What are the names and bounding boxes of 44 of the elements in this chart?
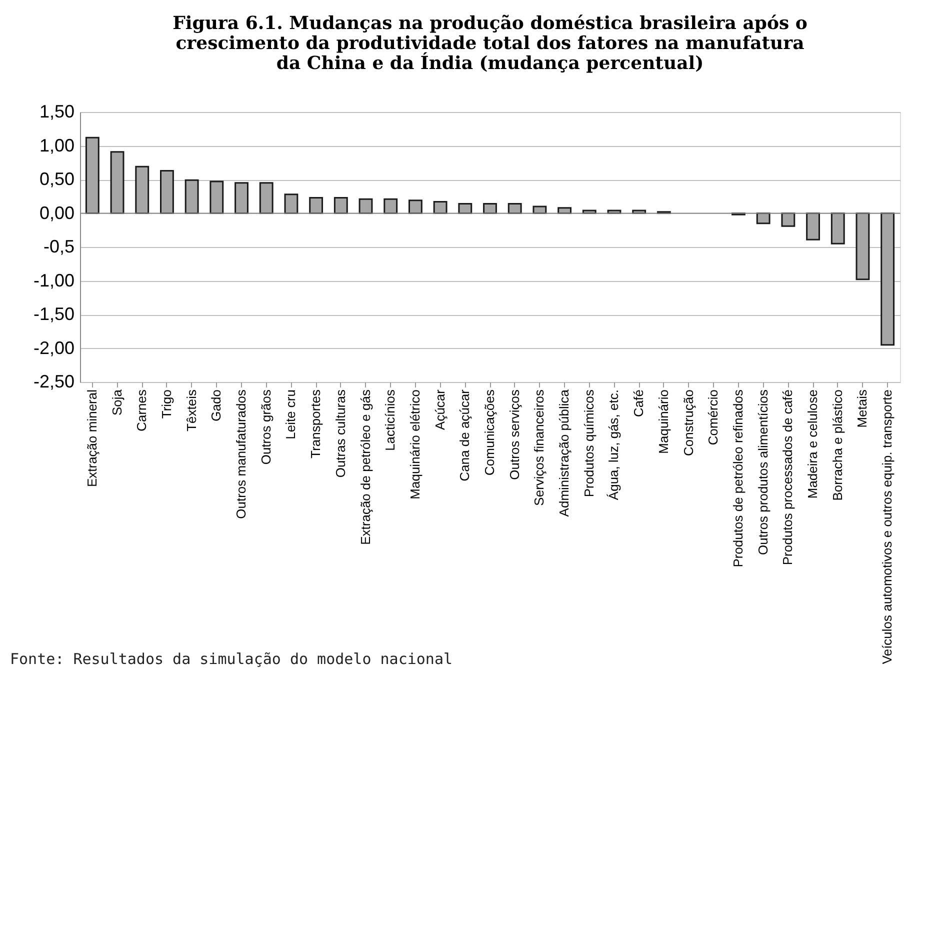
x-tick-label: Metais (854, 389, 870, 428)
x-tick-label: Outros produtos alimentícios (755, 389, 770, 555)
y-tick-label: 1,00 (39, 135, 74, 156)
x-tick-label: Gado (208, 390, 224, 422)
x-tick-label: Outros manufaturados (234, 389, 249, 519)
x-tick-label: Borracha e plástico (830, 390, 845, 501)
x-tick-label: Administração pública (556, 388, 572, 517)
y-tick-label: -0,5 (43, 236, 74, 256)
x-tick-label: Água, luz, gás, etc. (606, 390, 622, 500)
x-tick-label: Têxteis (184, 389, 199, 432)
x-tick-label: Lacticínios (382, 389, 398, 451)
x-tick-label: Carnes (134, 389, 150, 432)
x-tick-label: Outras culturas (332, 389, 348, 478)
x-tick-label: Produtos processados de café (780, 390, 796, 566)
chart-title: Figura 6.1. Mudanças na produção doméstica brasileira após o crescimento da produtividade total dos fatores na manufatura da China e da Índia (mudança percentual) (172, 13, 808, 74)
x-tick-label: Açúcar (432, 388, 448, 430)
x-tick-label: Extração de petróleo e gás (358, 389, 373, 545)
x-tick-label: Extração mineral (84, 389, 100, 488)
x-tick-label: Café (631, 390, 646, 417)
x-tick-label: Serviços financeiros (532, 389, 547, 506)
x-tick-label: Maquinário elétrico (407, 390, 422, 500)
x-tick-label: Comunicações (482, 389, 497, 476)
y-tick-label: 0,50 (39, 169, 74, 189)
y-tick-label: 0,00 (39, 202, 74, 223)
x-tick-label: Cana de açúcar (457, 388, 472, 482)
x-tick-label: Maquinário (656, 390, 671, 454)
x-tick-label: Construção (680, 390, 696, 456)
x-tick-label: Trigo (158, 390, 174, 419)
source-note: Fonte: Resultados da simulação do modelo nacional (10, 650, 453, 668)
x-tick-label: Soja (109, 388, 124, 416)
y-tick-label: -2,00 (33, 338, 74, 358)
x-tick-label: Transportes (308, 389, 324, 458)
y-tick-label: -1,00 (33, 270, 74, 290)
x-tick-label: Outros grãos (258, 389, 274, 465)
y-tick-label: -1,50 (33, 304, 74, 324)
y-tick-label: 1,50 (39, 102, 74, 122)
x-tick-label: Madeira e celulose (805, 390, 820, 499)
x-tick-label: Veículos automotivos e outros equip. transporte (880, 390, 895, 664)
y-tick-label: -2,50 (33, 372, 74, 392)
x-tick-label: Produtos de petróleo refinados (730, 389, 746, 568)
x-tick-label: Comércio (706, 390, 721, 446)
x-tick-label: Produtos químicos (581, 389, 596, 498)
x-tick-label: Leite cru (283, 390, 298, 440)
x-tick-label: Outros serviços (506, 389, 522, 480)
